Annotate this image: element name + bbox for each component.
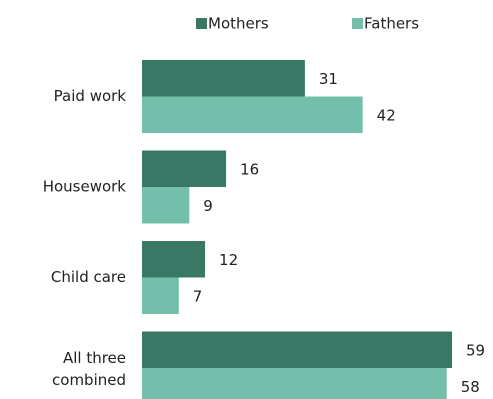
legend-swatch (196, 18, 207, 29)
value-label: 16 (240, 160, 259, 178)
value-label: 58 (461, 378, 480, 396)
bar (142, 96, 363, 133)
bar (142, 241, 206, 278)
bar (142, 277, 179, 314)
category-label: All three combined (52, 349, 126, 389)
category-label: Child care (51, 268, 126, 286)
value-label: 9 (203, 197, 213, 215)
value-label: 7 (193, 287, 203, 305)
bar (142, 368, 447, 399)
legend-label: Mothers (208, 15, 269, 33)
bar (142, 60, 305, 97)
bar (142, 187, 190, 224)
category-label: Paid work (54, 87, 127, 105)
value-label: 31 (319, 70, 338, 88)
category-label: Housework (43, 178, 127, 196)
bar (142, 331, 452, 368)
value-label: 12 (219, 251, 238, 269)
legend-label: Fathers (364, 15, 419, 33)
value-label: 42 (377, 106, 396, 124)
bar (142, 150, 227, 187)
value-label: 59 (466, 341, 485, 359)
legend-swatch (352, 18, 363, 29)
